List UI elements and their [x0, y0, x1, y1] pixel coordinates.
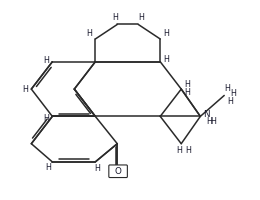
Text: H: H — [184, 88, 190, 97]
Text: H: H — [87, 29, 93, 38]
Text: O: O — [115, 167, 121, 176]
Text: H: H — [163, 55, 169, 64]
Text: H: H — [227, 97, 233, 106]
Text: H: H — [230, 89, 236, 98]
Text: H: H — [22, 85, 28, 94]
Text: N: N — [203, 110, 210, 119]
Text: H: H — [206, 117, 212, 126]
Text: H: H — [94, 164, 100, 173]
FancyBboxPatch shape — [109, 165, 127, 178]
Text: H: H — [176, 146, 182, 155]
Text: H: H — [224, 84, 230, 93]
Text: H: H — [185, 146, 191, 155]
Text: H: H — [112, 13, 118, 22]
Text: H: H — [210, 117, 216, 126]
Text: H: H — [45, 163, 51, 172]
Text: H: H — [44, 56, 49, 65]
Text: H: H — [163, 29, 169, 38]
Text: H: H — [184, 80, 190, 89]
Text: H: H — [44, 114, 49, 123]
Text: H: H — [139, 13, 145, 22]
